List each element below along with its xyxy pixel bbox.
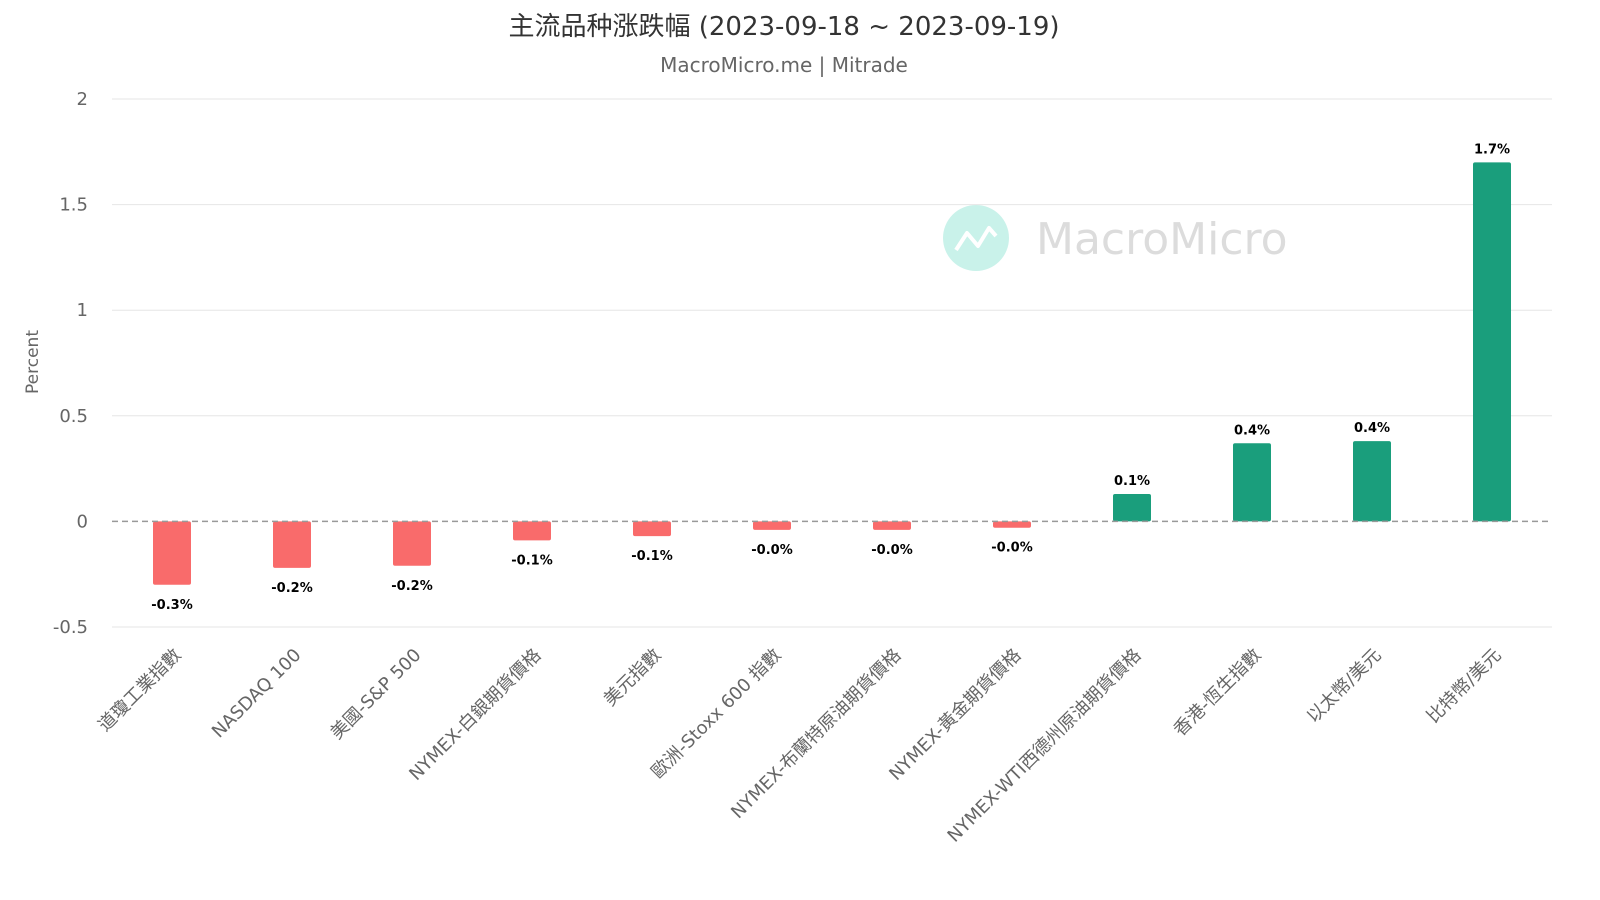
category-label: NYMEX-WTI西德州原油期貨價格 [944,645,1146,847]
logo-line-icon [954,226,998,252]
bar [633,521,671,537]
bars [153,162,1511,585]
y-tick-label: 2 [77,89,88,110]
category-label: NASDAQ 100 [208,645,306,743]
data-label: 0.4% [1234,423,1270,438]
data-label: -0.3% [151,598,192,613]
bar [1353,441,1391,522]
category-label: 香港-恆生指數 [1170,645,1266,741]
category-label: 歐洲-Stoxx 600 指數 [647,645,785,783]
macromicro-logo-icon [943,205,1009,271]
y-axis-title: Percent [23,330,43,394]
bar [1233,443,1271,522]
category-label: 美元指數 [600,645,666,711]
category-label: NYMEX-白銀期貨價格 [405,645,545,785]
bar [1113,493,1151,522]
data-label: -0.1% [631,549,672,564]
data-label: -0.0% [751,543,792,558]
bar [1473,162,1511,522]
category-label: 以太幣/美元 [1303,645,1386,728]
y-tick-label: 1 [77,300,88,321]
bar [753,521,791,530]
bar [873,521,911,530]
data-label: -0.0% [991,541,1032,556]
watermark: MacroMicro [943,205,1288,271]
bar [513,521,551,541]
data-label: -0.2% [391,579,432,594]
chart-title: 主流品种涨跌幅 (2023-09-18 ~ 2023-09-19) [508,12,1059,42]
data-label: 1.7% [1474,142,1510,157]
chart-subtitle: MacroMicro.me | Mitrade [660,53,908,77]
y-tick-label: 0.5 [59,406,88,427]
data-label: 0.1% [1114,474,1150,489]
category-label: 美國-S&P 500 [327,645,426,744]
data-label: -0.2% [271,581,312,596]
grid-lines [112,98,1552,628]
y-axis-ticks: 2 1.5 1 0.5 0 -0.5 [53,89,88,638]
y-tick-label: 1.5 [59,195,88,216]
bar [153,521,191,585]
bar [273,521,311,568]
bar [993,521,1031,528]
watermark-text: MacroMicro [1036,214,1288,265]
y-tick-label: 0 [77,511,88,532]
bar [393,521,431,566]
data-label: -0.1% [511,553,552,568]
data-label: 0.4% [1354,421,1390,436]
data-label: -0.0% [871,543,912,558]
category-label: 道瓊工業指數 [94,645,185,736]
data-labels: -0.3% -0.2% -0.2% -0.1% -0.1% -0.0% -0.0% -0.0%… [151,142,1510,612]
category-label: NYMEX-黃金期貨價格 [885,645,1025,785]
category-label: 比特幣/美元 [1423,645,1506,728]
y-tick-label: -0.5 [53,617,88,638]
